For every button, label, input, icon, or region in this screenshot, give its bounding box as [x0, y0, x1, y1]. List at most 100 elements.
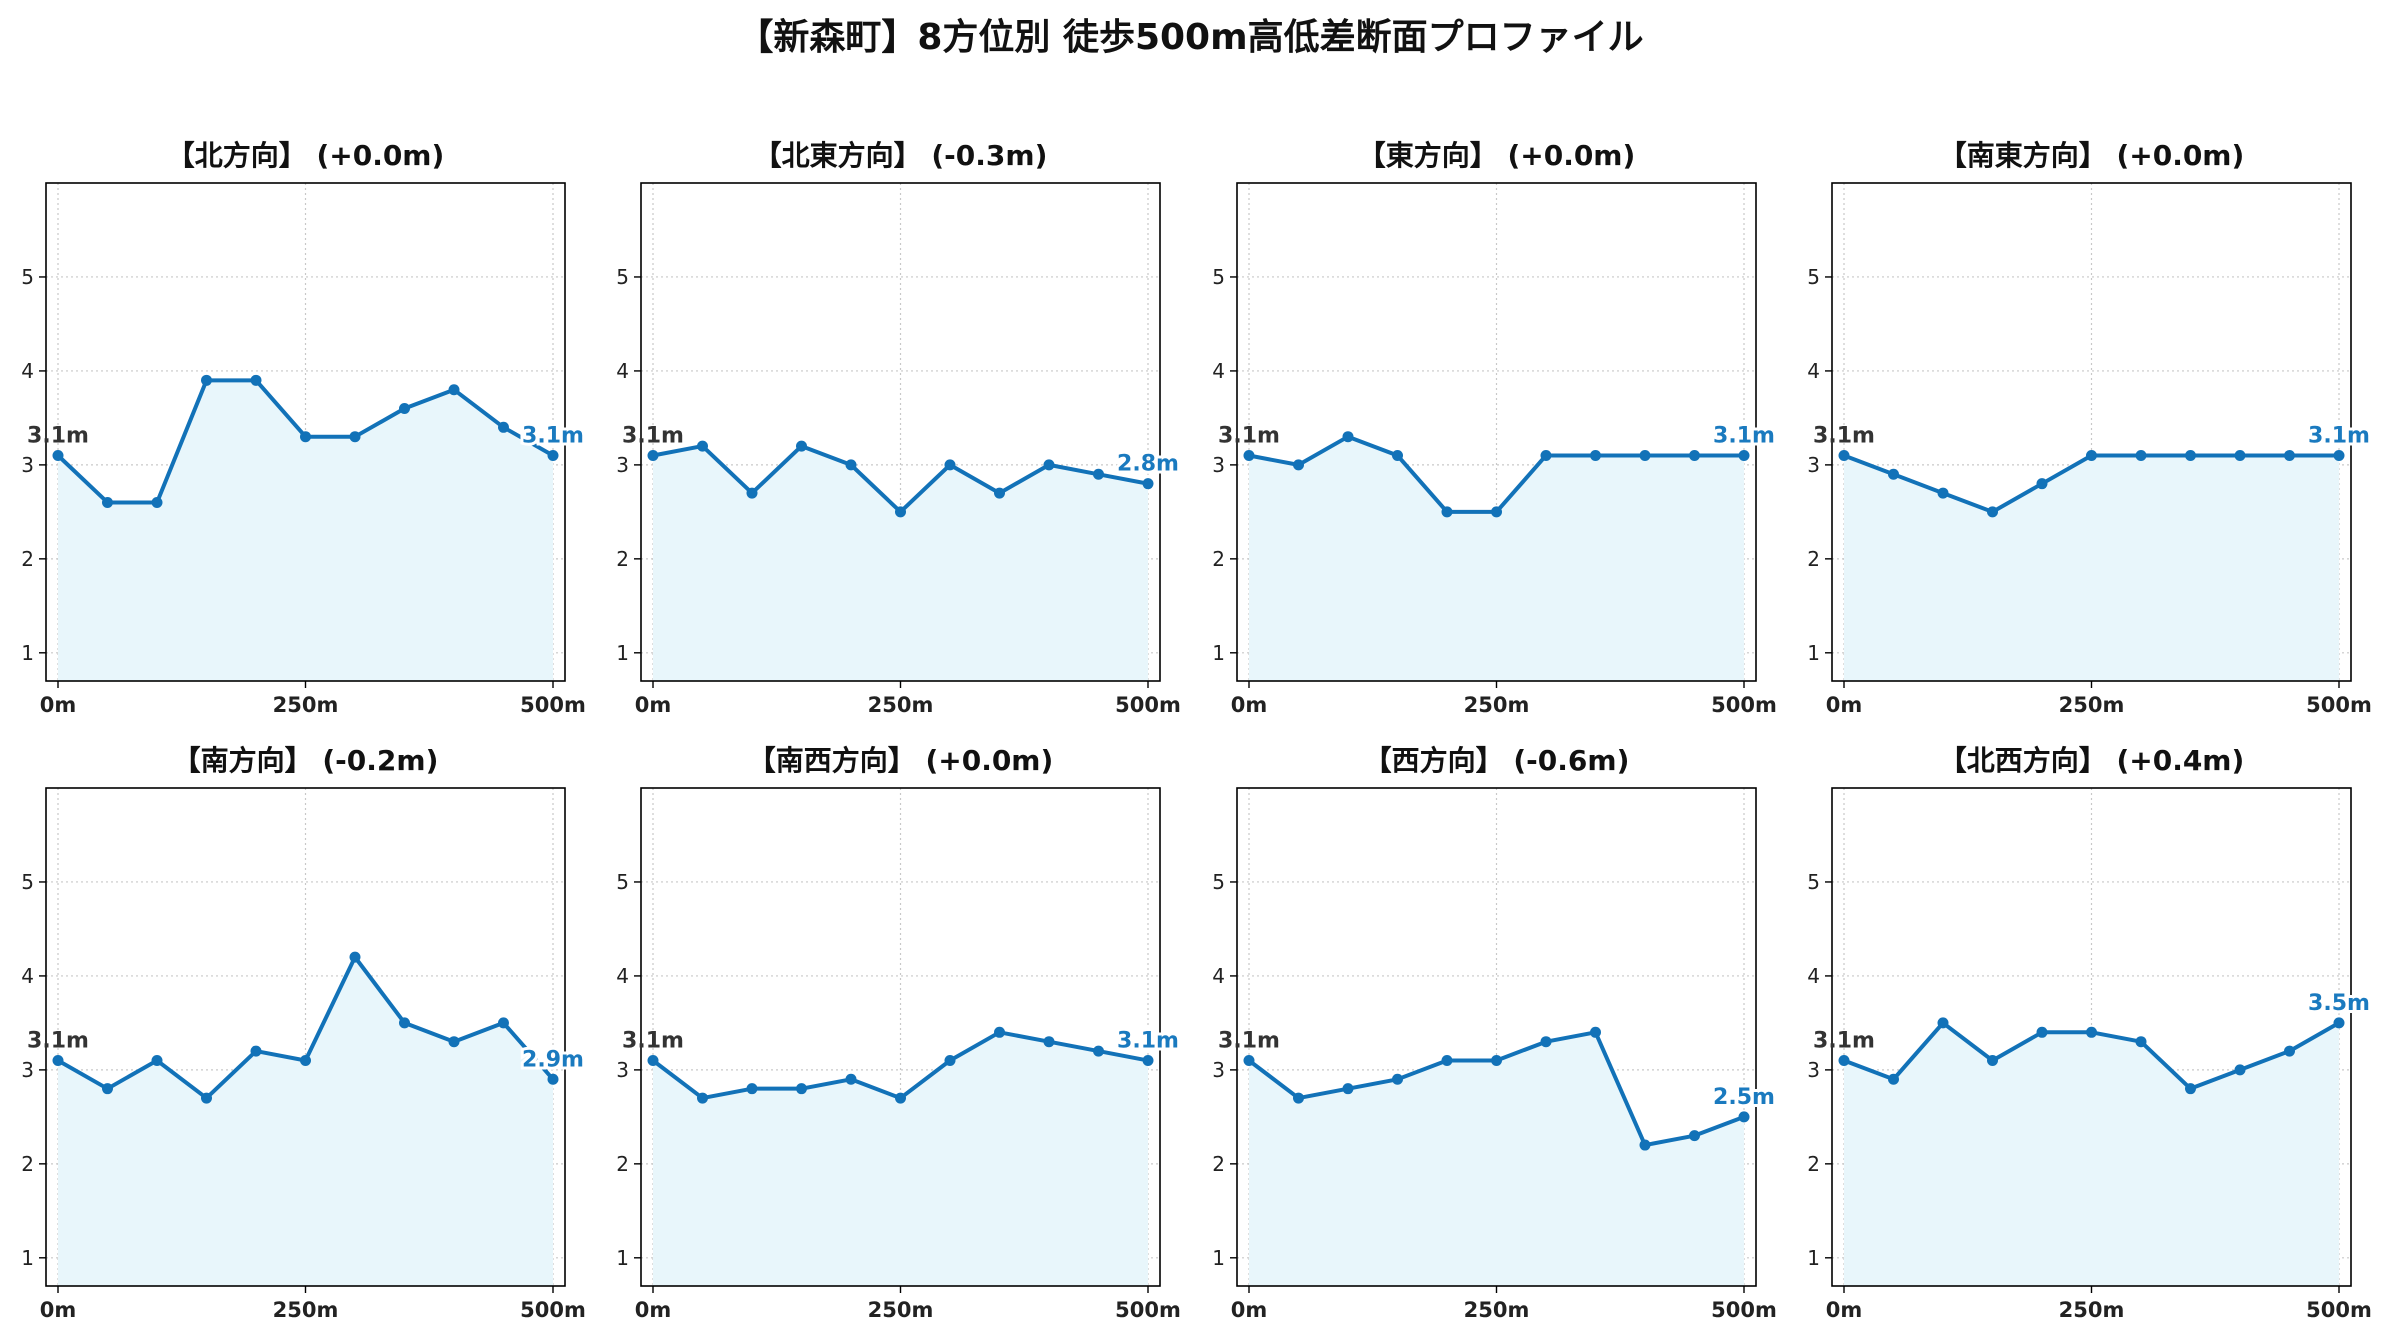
- panel-title: 【西方向】 (-0.6m): [1364, 744, 1630, 777]
- y-tick-label-2: 3: [21, 1058, 34, 1082]
- data-point-4: [1441, 506, 1453, 518]
- data-point-2: [151, 1054, 163, 1066]
- data-point-9: [2284, 1045, 2295, 1057]
- data-point-5: [300, 1054, 311, 1066]
- data-point-6: [944, 459, 956, 471]
- x-tick-label-2: 500m: [520, 693, 586, 717]
- data-point-5: [895, 506, 906, 518]
- area-fill: [1844, 1022, 2339, 1286]
- y-tick-label-3: 4: [616, 964, 629, 988]
- chart-panel-0: 1 2 3 4 5 0m 250m 500m 【北方向】 (+0.0m) 3.1m 3.1m: [21, 139, 587, 717]
- y-tick-label-4: 5: [616, 265, 629, 289]
- data-point-8: [1639, 449, 1651, 461]
- data-point-1: [697, 440, 708, 452]
- x-tick-label-1: 250m: [2059, 693, 2125, 717]
- x-tick-label-0: 0m: [635, 1298, 672, 1322]
- data-point-8: [1043, 1036, 1055, 1048]
- data-point-4: [250, 374, 262, 386]
- data-point-2: [151, 496, 163, 508]
- data-point-0: [52, 1054, 64, 1066]
- x-tick-label-2: 500m: [1115, 693, 1181, 717]
- end-value-label: 3.1m: [522, 423, 584, 448]
- chart-panel-6: 1 2 3 4 5 0m 250m 500m 【西方向】 (-0.6m) 3.1m 2.5m: [1212, 744, 1778, 1322]
- start-value-label: 3.1m: [622, 423, 684, 448]
- data-point-4: [845, 459, 857, 471]
- chart-panel-7: 1 2 3 4 5 0m 250m 500m 【北西方向】 (+0.4m) 3.1m 3.5m: [1807, 744, 2373, 1322]
- x-tick-label-2: 500m: [2306, 693, 2372, 717]
- start-value-label: 3.1m: [1813, 423, 1875, 448]
- data-point-3: [1392, 449, 1403, 461]
- x-tick-label-0: 0m: [40, 1298, 77, 1322]
- panel-title: 【南東方向】 (+0.0m): [1939, 139, 2245, 172]
- start-value-label: 3.1m: [27, 423, 89, 448]
- panel-title: 【南西方向】 (+0.0m): [748, 744, 1054, 777]
- data-point-5: [895, 1092, 906, 1104]
- chart-panel-2: 1 2 3 4 5 0m 250m 500m 【東方向】 (+0.0m) 3.1m 3.1m: [1212, 139, 1778, 717]
- y-tick-label-3: 4: [1807, 359, 1820, 383]
- data-point-2: [746, 1083, 758, 1095]
- data-point-2: [1342, 431, 1354, 443]
- x-tick-label-1: 250m: [1464, 693, 1530, 717]
- data-point-8: [2234, 1064, 2246, 1076]
- data-point-1: [1293, 1092, 1304, 1104]
- data-point-2: [1937, 1017, 1949, 1029]
- data-point-9: [2284, 449, 2295, 461]
- x-tick-label-1: 250m: [273, 693, 339, 717]
- end-value-label: 2.9m: [522, 1047, 584, 1072]
- data-point-8: [1043, 459, 1055, 471]
- y-tick-label-0: 1: [1212, 1246, 1225, 1270]
- data-point-3: [796, 440, 807, 452]
- data-point-3: [1987, 1054, 1998, 1066]
- data-point-8: [448, 1036, 460, 1048]
- chart-panel-3: 1 2 3 4 5 0m 250m 500m 【南東方向】 (+0.0m) 3.1m 3.1m: [1807, 139, 2373, 717]
- data-point-4: [2036, 1026, 2048, 1038]
- y-tick-label-1: 2: [1807, 1152, 1820, 1176]
- start-value-label: 3.1m: [1218, 1028, 1280, 1053]
- x-tick-label-0: 0m: [635, 693, 672, 717]
- data-point-0: [52, 449, 64, 461]
- data-point-6: [349, 431, 361, 443]
- panel-title: 【北東方向】 (-0.3m): [754, 139, 1048, 172]
- start-value-label: 3.1m: [1218, 423, 1280, 448]
- data-point-4: [2036, 478, 2048, 490]
- area-fill: [1844, 455, 2339, 681]
- y-tick-label-4: 5: [1212, 870, 1225, 894]
- y-tick-label-4: 5: [21, 265, 34, 289]
- y-tick-label-0: 1: [21, 641, 34, 665]
- data-point-2: [1937, 487, 1949, 499]
- data-point-7: [2185, 1083, 2196, 1095]
- x-tick-label-1: 250m: [868, 1298, 934, 1322]
- data-point-0: [647, 449, 659, 461]
- y-tick-label-2: 3: [1807, 1058, 1820, 1082]
- start-value-label: 3.1m: [622, 1028, 684, 1053]
- y-tick-label-4: 5: [616, 870, 629, 894]
- data-point-10: [1738, 1111, 1750, 1123]
- area-fill: [653, 1032, 1148, 1286]
- chart-panel-1: 1 2 3 4 5 0m 250m 500m 【北東方向】 (-0.3m) 3.1m 2.8m: [616, 139, 1182, 717]
- data-point-0: [1243, 1054, 1255, 1066]
- data-point-9: [498, 1017, 509, 1029]
- y-tick-label-3: 4: [1212, 359, 1225, 383]
- data-point-10: [2333, 1017, 2345, 1029]
- chart-panel-4: 1 2 3 4 5 0m 250m 500m 【南方向】 (-0.2m) 3.1m 2.9m: [21, 744, 587, 1322]
- data-point-10: [547, 449, 559, 461]
- start-value-label: 3.1m: [27, 1028, 89, 1053]
- y-tick-label-1: 2: [21, 547, 34, 571]
- data-point-7: [994, 487, 1005, 499]
- y-tick-label-3: 4: [1807, 964, 1820, 988]
- data-point-7: [399, 1017, 410, 1029]
- y-tick-label-2: 3: [1212, 1058, 1225, 1082]
- data-point-9: [1093, 468, 1104, 480]
- data-point-8: [448, 384, 460, 396]
- data-point-6: [944, 1054, 956, 1066]
- data-point-5: [2086, 1026, 2097, 1038]
- panel-title: 【北西方向】 (+0.4m): [1939, 744, 2245, 777]
- x-tick-label-1: 250m: [273, 1298, 339, 1322]
- data-point-7: [1590, 449, 1601, 461]
- area-fill: [1249, 1032, 1744, 1286]
- y-tick-label-4: 5: [21, 870, 34, 894]
- data-point-1: [697, 1092, 708, 1104]
- y-tick-label-2: 3: [21, 453, 34, 477]
- data-point-4: [845, 1073, 857, 1085]
